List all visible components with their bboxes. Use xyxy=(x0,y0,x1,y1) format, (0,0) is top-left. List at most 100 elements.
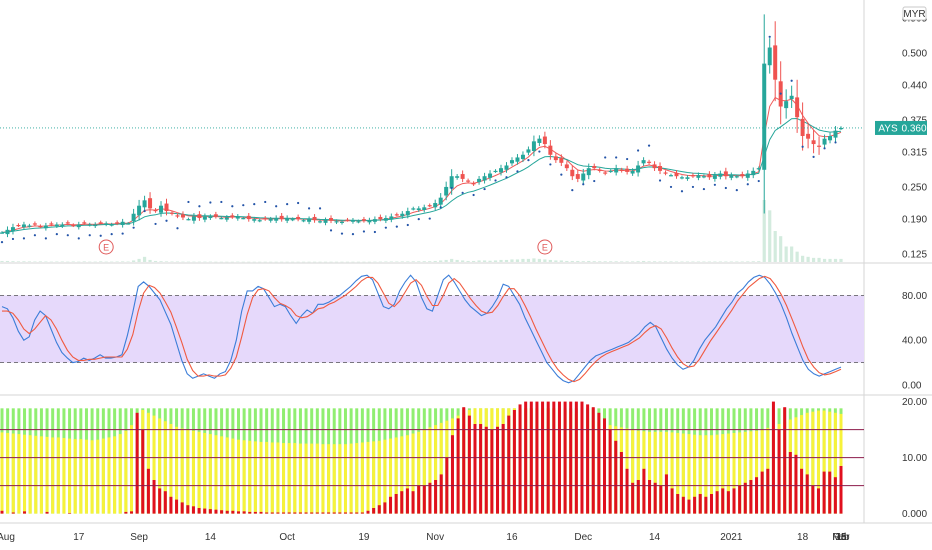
red-bar[interactable] xyxy=(186,505,190,514)
red-bar[interactable] xyxy=(265,512,269,514)
stochastic-pane[interactable] xyxy=(0,274,864,384)
red-bar[interactable] xyxy=(484,426,488,514)
red-bar[interactable] xyxy=(220,510,224,514)
candle[interactable] xyxy=(246,215,251,220)
candle[interactable] xyxy=(274,218,279,221)
candle[interactable] xyxy=(334,221,339,223)
red-bar[interactable] xyxy=(608,429,612,514)
red-bar[interactable] xyxy=(411,491,415,514)
candle[interactable] xyxy=(230,215,235,217)
red-bar[interactable] xyxy=(236,511,240,514)
candle[interactable] xyxy=(488,173,493,178)
candle[interactable] xyxy=(718,173,723,177)
candle[interactable] xyxy=(795,97,800,118)
earnings-marker[interactable]: E xyxy=(98,239,114,255)
candle[interactable] xyxy=(235,216,240,219)
candle[interactable] xyxy=(493,170,498,173)
candle[interactable] xyxy=(219,218,224,220)
red-bar[interactable] xyxy=(191,506,195,514)
red-bar[interactable] xyxy=(175,499,179,514)
candle[interactable] xyxy=(658,166,663,171)
candle[interactable] xyxy=(301,220,306,222)
red-bar[interactable] xyxy=(591,407,595,514)
candle[interactable] xyxy=(197,214,202,219)
red-bar[interactable] xyxy=(743,482,747,514)
candle[interactable] xyxy=(21,224,26,228)
red-bar[interactable] xyxy=(383,502,387,514)
red-bar[interactable] xyxy=(293,512,297,514)
red-bar[interactable] xyxy=(338,512,342,514)
red-bar[interactable] xyxy=(760,471,764,514)
red-bar[interactable] xyxy=(242,511,246,514)
candle[interactable] xyxy=(586,168,591,176)
red-bar[interactable] xyxy=(709,494,713,514)
red-bar[interactable] xyxy=(501,424,505,514)
red-bar[interactable] xyxy=(11,512,15,514)
red-bar[interactable] xyxy=(507,415,511,514)
red-bar[interactable] xyxy=(783,407,787,514)
candle[interactable] xyxy=(471,183,476,185)
candle[interactable] xyxy=(54,224,59,227)
candle[interactable] xyxy=(603,172,608,174)
red-bar[interactable] xyxy=(833,477,837,514)
red-bar[interactable] xyxy=(321,512,325,514)
candle[interactable] xyxy=(32,223,37,225)
red-bar[interactable] xyxy=(755,477,759,514)
candle[interactable] xyxy=(98,222,103,224)
candle[interactable] xyxy=(663,172,668,174)
candle[interactable] xyxy=(729,175,734,178)
candle[interactable] xyxy=(356,221,361,223)
red-bar[interactable] xyxy=(343,512,347,514)
candle[interactable] xyxy=(257,220,262,222)
stochastic-d-line[interactable] xyxy=(2,275,842,383)
candle[interactable] xyxy=(427,205,432,207)
candle[interactable] xyxy=(800,118,805,136)
candle[interactable] xyxy=(537,138,542,143)
candle[interactable] xyxy=(767,47,772,66)
red-bar[interactable] xyxy=(332,512,336,514)
candle[interactable] xyxy=(296,216,301,220)
candle[interactable] xyxy=(630,170,635,174)
candle[interactable] xyxy=(180,214,185,218)
candle[interactable] xyxy=(27,225,32,227)
red-bar[interactable] xyxy=(231,510,235,514)
red-bar[interactable] xyxy=(270,512,274,514)
red-bar[interactable] xyxy=(225,510,229,514)
red-bar[interactable] xyxy=(479,424,483,514)
candle[interactable] xyxy=(148,198,153,209)
candle[interactable] xyxy=(5,229,10,235)
candle[interactable] xyxy=(482,176,487,181)
candle[interactable] xyxy=(10,227,15,232)
red-bar[interactable] xyxy=(428,482,432,514)
candle[interactable] xyxy=(49,223,54,225)
candle[interactable] xyxy=(817,145,822,147)
candle[interactable] xyxy=(394,214,399,216)
candle[interactable] xyxy=(636,165,641,173)
candle[interactable] xyxy=(93,224,98,227)
candle[interactable] xyxy=(833,130,838,138)
red-bar[interactable] xyxy=(434,480,438,514)
candle[interactable] xyxy=(323,220,328,223)
candle[interactable] xyxy=(679,177,684,179)
candle[interactable] xyxy=(120,221,125,226)
candle[interactable] xyxy=(564,164,569,169)
candle[interactable] xyxy=(789,95,794,100)
red-bar[interactable] xyxy=(732,488,736,514)
candle[interactable] xyxy=(455,176,460,178)
candle[interactable] xyxy=(449,176,454,189)
candle[interactable] xyxy=(647,161,652,163)
candle[interactable] xyxy=(169,212,174,214)
red-bar[interactable] xyxy=(681,496,685,514)
candle[interactable] xyxy=(509,160,514,164)
red-bar[interactable] xyxy=(68,513,72,514)
candle[interactable] xyxy=(350,220,355,222)
red-bar[interactable] xyxy=(377,505,381,514)
candle[interactable] xyxy=(553,156,558,161)
candle[interactable] xyxy=(723,171,728,177)
candle[interactable] xyxy=(466,180,471,182)
red-bar[interactable] xyxy=(23,511,27,514)
red-bar[interactable] xyxy=(0,510,4,514)
candle[interactable] xyxy=(685,177,690,179)
red-bar[interactable] xyxy=(726,491,730,514)
candle[interactable] xyxy=(499,168,504,173)
